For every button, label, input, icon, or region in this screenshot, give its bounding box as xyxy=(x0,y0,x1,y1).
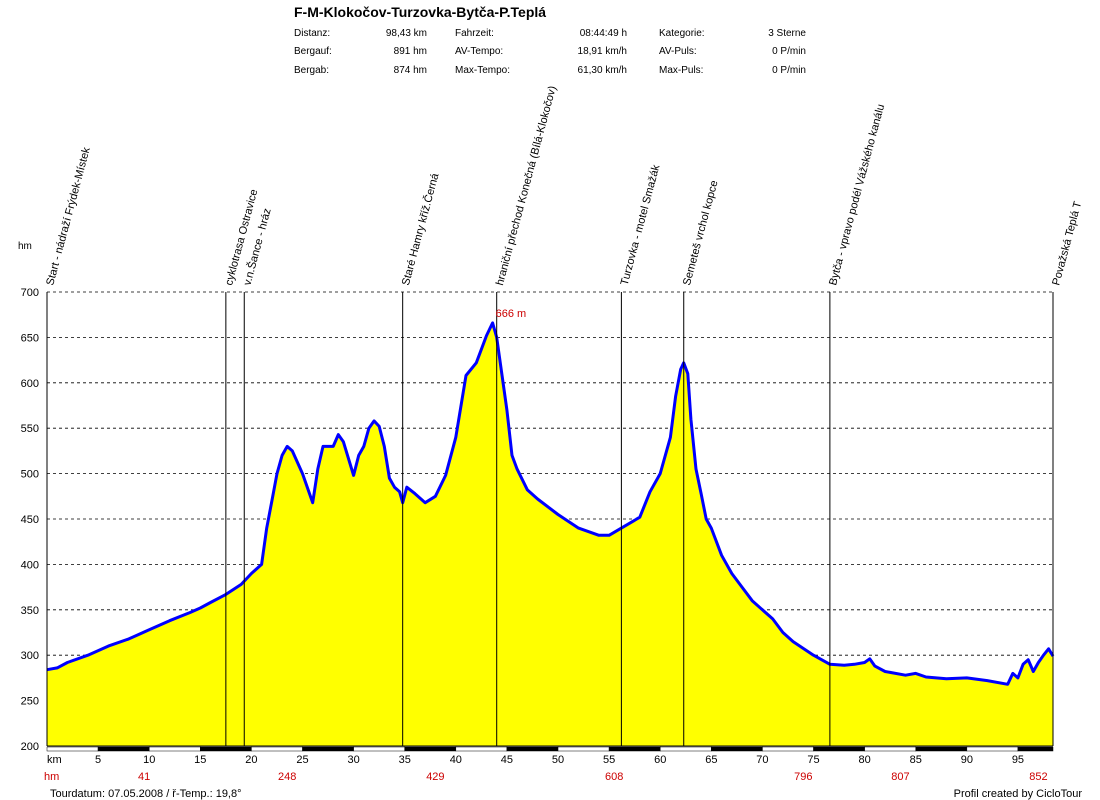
x-tick-label: 5 xyxy=(95,754,101,766)
km-scale-segment xyxy=(353,746,405,752)
x-tick-label: 50 xyxy=(552,754,564,766)
stat-value-avg-pulse: 0 P/min xyxy=(772,46,806,57)
stat-label-max-speed: Max-Tempo: xyxy=(455,65,511,76)
km-scale-segment xyxy=(506,746,559,752)
y-tick-label: 600 xyxy=(21,378,39,390)
km-scale-segment xyxy=(455,746,508,752)
stat-label-max-pulse: Max-Puls: xyxy=(659,65,704,76)
x-tick-label: 60 xyxy=(654,754,666,766)
km-scale-segment xyxy=(200,746,252,752)
stat-value-max-speed: 61,30 km/h xyxy=(577,65,627,76)
stat-label-category: Kategorie: xyxy=(659,28,705,39)
x-tick-label: 95 xyxy=(1012,754,1024,766)
elevation-area xyxy=(47,322,1053,746)
y-tick-label: 400 xyxy=(21,559,39,571)
km-scale-segment xyxy=(148,746,201,752)
stat-value-ride-time: 08:44:49 h xyxy=(579,28,627,39)
credit-footer: Profil created by CicloTour xyxy=(954,788,1083,800)
stat-value-distance: 98,43 km xyxy=(385,28,427,39)
x-tick-label: 75 xyxy=(807,754,819,766)
km-scale-segment xyxy=(659,746,712,752)
km-scale-segment xyxy=(97,746,150,752)
y-axis-unit-label: hm xyxy=(18,241,32,252)
stat-value-category: 3 Sterne xyxy=(768,28,806,39)
waypoint-label-4: hraniční přechod Konečná (Bílá-Klokočov) xyxy=(494,85,559,287)
y-tick-label: 700 xyxy=(21,287,39,299)
stat-label-avg-speed: AV-Tempo: xyxy=(455,46,504,57)
km-scale-segment xyxy=(915,746,968,752)
waypoint-label-5: Turzovka - motel Smažák xyxy=(619,163,663,287)
km-scale-segment xyxy=(1017,746,1054,752)
hm-row-value: 248 xyxy=(278,771,296,783)
x-tick-label: 80 xyxy=(859,754,871,766)
x-tick-label: 20 xyxy=(245,754,257,766)
stat-value-descent: 874 hm xyxy=(393,65,427,76)
x-axis-unit-label: km xyxy=(47,754,62,766)
km-scale-segment xyxy=(813,746,865,752)
km-scale-segment xyxy=(864,746,916,752)
hm-row-value: 41 xyxy=(138,771,150,783)
axes xyxy=(46,292,1054,752)
y-tick-label: 300 xyxy=(21,650,39,662)
stat-label-distance: Distanz: xyxy=(294,28,331,39)
stat-value-max-pulse: 0 P/min xyxy=(772,65,806,76)
stat-label-ascent: Bergauf: xyxy=(294,46,332,57)
km-scale-segment xyxy=(302,746,354,752)
x-tick-label: 65 xyxy=(705,754,717,766)
peak-label: 666 m xyxy=(496,308,527,320)
x-tick-label: 35 xyxy=(399,754,411,766)
km-scale-segment xyxy=(557,746,610,752)
y-tick-label: 550 xyxy=(21,423,39,435)
elevation-line xyxy=(46,321,1055,686)
hm-row-value: 608 xyxy=(605,771,623,783)
x-tick-label: 15 xyxy=(194,754,206,766)
x-tick-label: 55 xyxy=(603,754,615,766)
hm-row-value: 852 xyxy=(1029,771,1047,783)
y-tick-label: 450 xyxy=(21,514,39,526)
chart-title: F-M-Klokočov-Turzovka-Bytča-P.Teplá xyxy=(294,4,547,20)
waypoint-label-7: Bytča - vpravo podél Vážského kanálu xyxy=(827,103,887,287)
waypoint-label-6: Semeteš vrchol kopce xyxy=(681,179,721,287)
tour-date-footer: Tourdatum: 07.05.2008 / ř-Temp.: 19,8° xyxy=(50,788,242,800)
x-tick-label: 25 xyxy=(296,754,308,766)
y-tick-label: 500 xyxy=(21,469,39,481)
stat-label-ride-time: Fahrzeit: xyxy=(455,28,494,39)
x-tick-label: 30 xyxy=(347,754,359,766)
x-tick-label: 85 xyxy=(910,754,922,766)
profile-area xyxy=(46,321,1055,746)
km-scale-segment xyxy=(404,746,457,752)
y-tick-label: 250 xyxy=(21,696,39,708)
km-scale-segment xyxy=(46,746,99,752)
stat-value-ascent: 891 hm xyxy=(393,46,427,57)
hm-row-value: 796 xyxy=(794,771,812,783)
km-scale-segment xyxy=(711,746,763,752)
waypoint-label-8: Považská Teplá T xyxy=(1050,200,1084,287)
hm-row-value: 807 xyxy=(891,771,909,783)
waypoint-lines xyxy=(46,292,1054,746)
x-tick-label: 40 xyxy=(450,754,462,766)
x-tick-label: 90 xyxy=(961,754,973,766)
stat-label-avg-pulse: AV-Puls: xyxy=(659,46,697,57)
y-tick-label: 350 xyxy=(21,605,39,617)
x-tick-label: 10 xyxy=(143,754,155,766)
x-tick-label: 45 xyxy=(501,754,513,766)
hm-row-value: 429 xyxy=(426,771,444,783)
waypoint-label-0: Start - nádraží Frýdek-Místek xyxy=(44,146,93,287)
km-scale-segment xyxy=(608,746,661,752)
stat-label-descent: Bergab: xyxy=(294,65,330,76)
km-scale-segment xyxy=(251,746,303,752)
km-scale-segment xyxy=(966,746,1019,752)
x-tick-label: 70 xyxy=(756,754,768,766)
km-scale-segment xyxy=(762,746,814,752)
y-tick-label: 200 xyxy=(21,741,39,753)
waypoint-label-3: Staré Hamry kříž.Černá xyxy=(399,171,442,287)
hm-row-label: hm xyxy=(44,771,59,783)
stat-value-avg-speed: 18,91 km/h xyxy=(577,46,627,57)
y-tick-label: 650 xyxy=(21,332,39,344)
